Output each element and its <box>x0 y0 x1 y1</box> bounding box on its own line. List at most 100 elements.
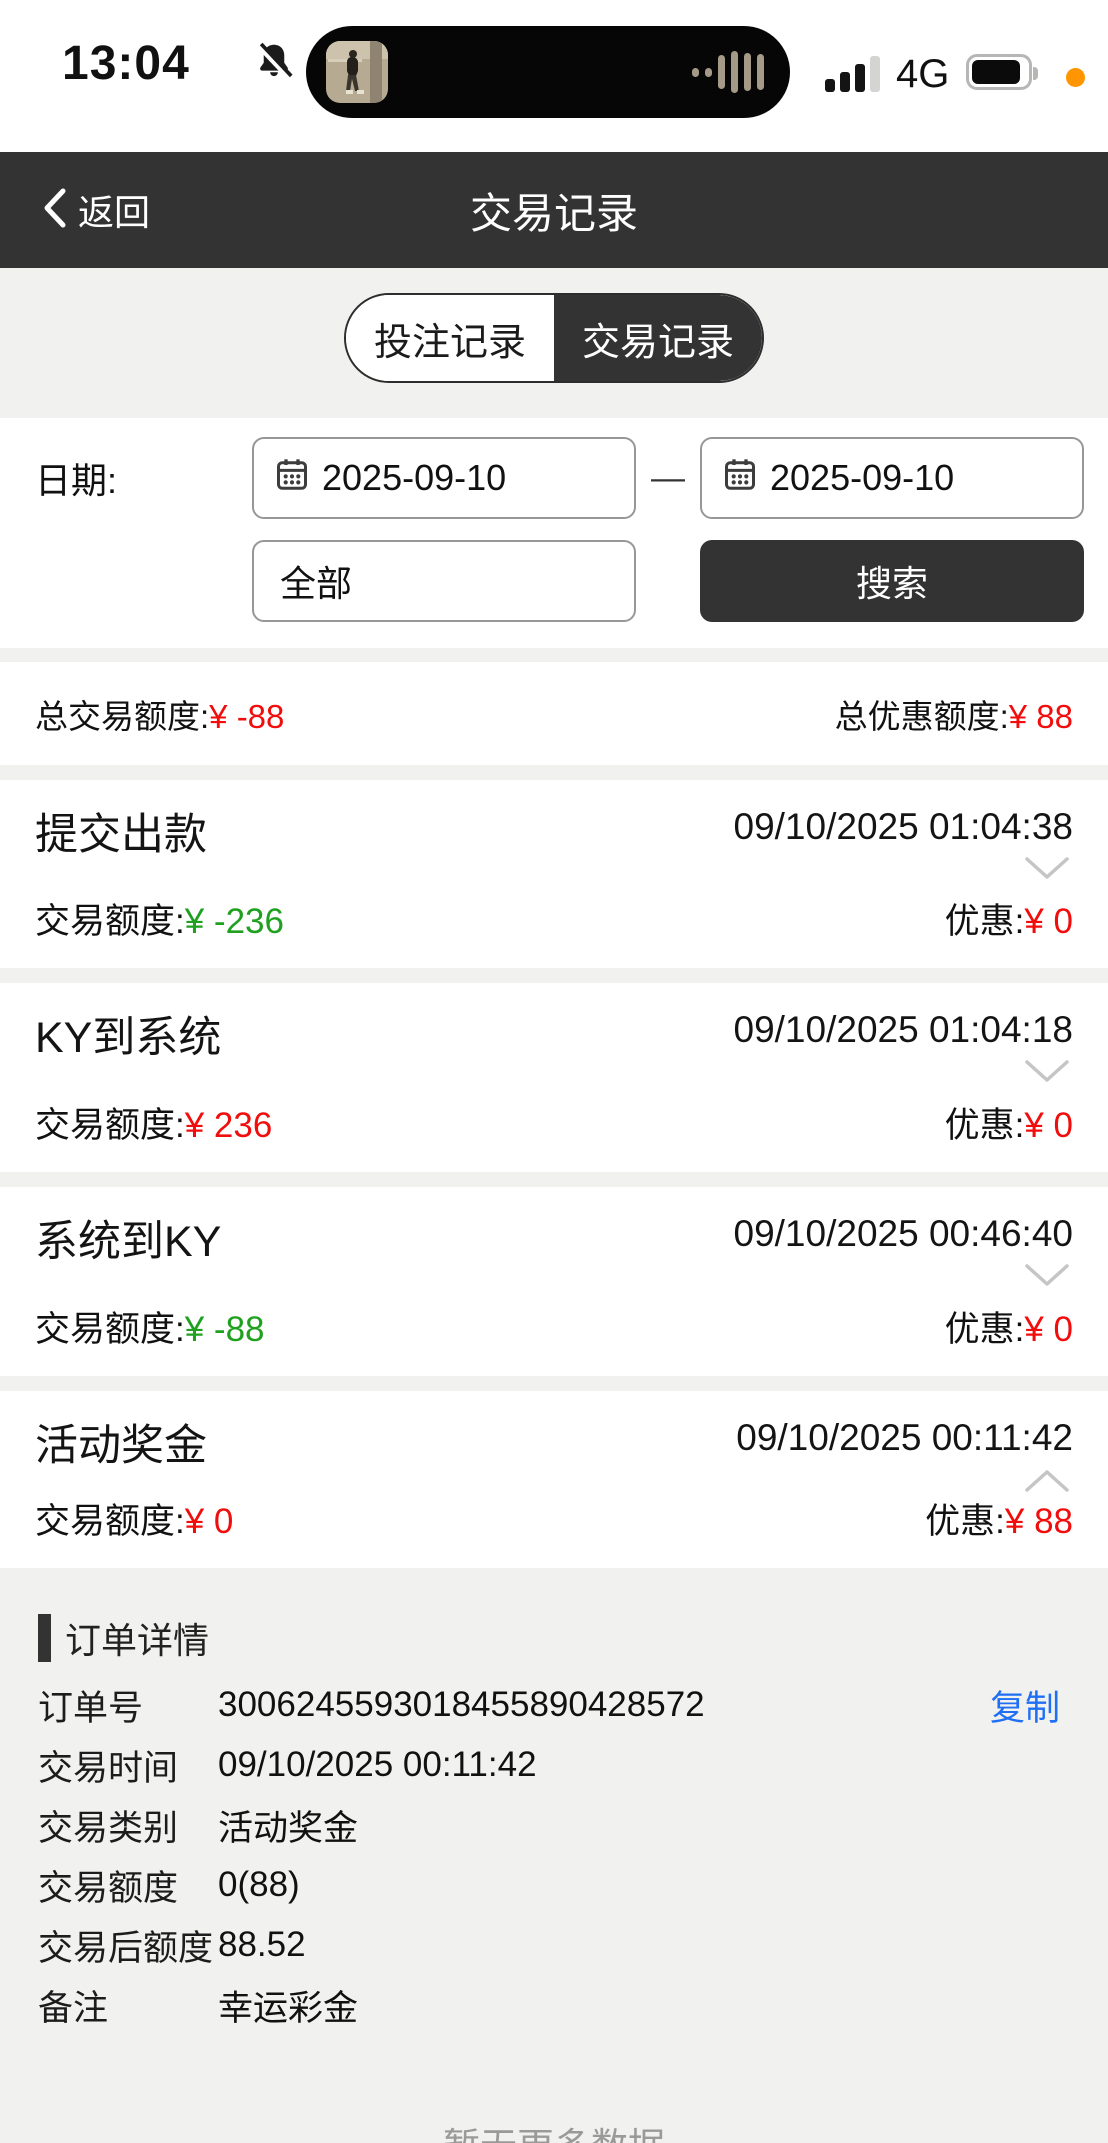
total-discount-summary: 总优惠额度:¥ 88 <box>835 690 1073 738</box>
amount-label: 交易额度: <box>35 1310 185 1349</box>
detail-row-balance-after: 交易后额度 88.52 <box>0 1915 1108 1975</box>
summary-bar: 总交易额度:¥ -88 总优惠额度:¥ 88 <box>0 662 1108 765</box>
amount-label: 交易额度: <box>35 1106 185 1145</box>
transaction-time: 09/10/2025 00:11:42 <box>736 1417 1073 1458</box>
amount-cell: 交易额度:¥ -236 <box>35 893 284 944</box>
discount-label: 优惠: <box>944 902 1025 941</box>
calendar-icon <box>274 456 310 501</box>
detail-row-order-number: 订单号 3006245593018455890428572 复制 <box>0 1675 1108 1735</box>
discount-value: ¥ 88 <box>1004 1502 1073 1541</box>
clock: 13:04 <box>62 37 190 90</box>
detail-label: 交易类别 <box>38 1808 179 1848</box>
amount-value: ¥ 0 <box>184 1502 234 1541</box>
tab-transaction-records[interactable]: 交易记录 <box>554 295 762 381</box>
amount-cell: 交易额度:¥ 236 <box>35 1097 272 1148</box>
network-type-label: 4G <box>896 52 950 96</box>
transaction-card-expanded[interactable]: 活动奖金 09/10/2025 00:11:42 交易额度:¥ 0 优惠:¥ 8… <box>0 1391 1108 1568</box>
detail-row-amount: 交易额度 0(88) <box>0 1855 1108 1915</box>
amount-cell: 交易额度:¥ 0 <box>35 1493 233 1544</box>
chevron-left-icon <box>40 186 68 235</box>
audio-waveform-icon <box>692 26 764 118</box>
transaction-time: 09/10/2025 00:46:40 <box>733 1213 1074 1254</box>
nav-header: 交易记录 返回 <box>0 152 1108 268</box>
section-marker <box>38 1614 51 1662</box>
date-filter-label: 日期: <box>35 460 118 501</box>
notifications-muted-icon <box>252 40 296 89</box>
no-more-data-text: 暂无更多数据 <box>0 2116 1108 2143</box>
status-bar: 13:04 <box>0 0 1108 152</box>
video-preview-thumbnail[interactable] <box>326 41 388 103</box>
detail-row-category: 交易类别 活动奖金 <box>0 1795 1108 1855</box>
detail-label: 交易后额度 <box>38 1928 214 1968</box>
transaction-card[interactable]: 系统到KY 09/10/2025 00:46:40 交易额度:¥ -88 优惠:… <box>0 1187 1108 1376</box>
transaction-type: 提交出款 <box>35 811 207 859</box>
total-discount-label: 总优惠额度: <box>834 697 1009 735</box>
discount-value: ¥ 0 <box>1024 1310 1073 1349</box>
transaction-card[interactable]: 提交出款 09/10/2025 01:04:38 交易额度:¥ -236 优惠:… <box>0 780 1108 968</box>
transaction-time: 09/10/2025 01:04:18 <box>733 1009 1074 1050</box>
detail-label: 交易额度 <box>38 1868 179 1908</box>
amount-value: ¥ -88 <box>184 1310 265 1349</box>
chevron-down-icon[interactable] <box>1024 1059 1070 1090</box>
transaction-time: 09/10/2025 01:04:38 <box>733 806 1074 847</box>
discount-cell: 优惠:¥ 0 <box>945 1301 1073 1352</box>
battery-icon <box>966 54 1038 90</box>
detail-value: 3006245593018455890428572 <box>218 1685 705 1724</box>
discount-label: 优惠: <box>944 1106 1025 1145</box>
detail-value: 幸运彩金 <box>218 1988 359 2028</box>
cellular-signal-icon <box>825 54 883 92</box>
total-trade-summary: 总交易额度:¥ -88 <box>35 690 284 738</box>
tab-band: 投注记录 交易记录 <box>0 268 1108 418</box>
amount-label: 交易额度: <box>35 902 185 941</box>
discount-label: 优惠: <box>944 1310 1025 1349</box>
discount-cell: 优惠:¥ 88 <box>925 1493 1073 1544</box>
detail-label: 订单号 <box>38 1688 144 1728</box>
type-select[interactable]: 全部 <box>252 540 636 622</box>
discount-value: ¥ 0 <box>1024 902 1073 941</box>
date-from-value: 2025-09-10 <box>322 457 507 498</box>
type-select-value: 全部 <box>280 563 353 604</box>
transaction-type: 系统到KY <box>35 1218 222 1266</box>
date-to-input[interactable]: 2025-09-10 <box>700 437 1084 519</box>
amount-cell: 交易额度:¥ -88 <box>35 1301 265 1352</box>
back-button-label: 返回 <box>78 192 151 233</box>
detail-label: 备注 <box>38 1988 109 2028</box>
date-to-value: 2025-09-10 <box>770 457 955 498</box>
microphone-active-indicator <box>1066 68 1085 87</box>
detail-value: 0(88) <box>218 1865 300 1904</box>
amount-value: ¥ -236 <box>184 902 284 941</box>
detail-row-time: 交易时间 09/10/2025 00:11:42 <box>0 1735 1108 1795</box>
transaction-card[interactable]: KY到系统 09/10/2025 01:04:18 交易额度:¥ 236 优惠:… <box>0 983 1108 1172</box>
chevron-up-icon[interactable] <box>1024 1467 1070 1498</box>
amount-label: 交易额度: <box>35 1502 185 1541</box>
order-details-panel: 订单详情 订单号 3006245593018455890428572 复制 交易… <box>0 1568 1108 2143</box>
detail-value: 09/10/2025 00:11:42 <box>218 1745 537 1784</box>
discount-label: 优惠: <box>925 1502 1005 1541</box>
copy-button[interactable]: 复制 <box>989 1688 1060 1728</box>
total-trade-label: 总交易额度: <box>35 697 210 735</box>
order-details-header: 订单详情 <box>38 1612 209 1664</box>
amount-value: ¥ 236 <box>184 1106 273 1145</box>
detail-row-remark: 备注 幸运彩金 <box>0 1975 1108 2035</box>
page-title: 交易记录 <box>469 189 638 237</box>
chevron-down-icon[interactable] <box>1024 1263 1070 1294</box>
search-button[interactable]: 搜索 <box>700 540 1084 622</box>
filter-section: 日期: 2025-09-10 — <box>0 418 1108 648</box>
back-button[interactable]: 返回 <box>40 152 150 268</box>
order-details-title: 订单详情 <box>65 1620 210 1661</box>
date-from-input[interactable]: 2025-09-10 <box>252 437 636 519</box>
dynamic-island[interactable] <box>306 26 790 118</box>
total-trade-value: ¥ -88 <box>209 697 285 735</box>
date-range-separator: — <box>651 458 685 497</box>
tab-bet-records[interactable]: 投注记录 <box>346 295 554 381</box>
transaction-type: KY到系统 <box>35 1014 222 1062</box>
detail-label: 交易时间 <box>38 1748 179 1788</box>
chevron-down-icon[interactable] <box>1024 856 1070 887</box>
detail-value: 88.52 <box>218 1925 306 1964</box>
record-type-toggle: 投注记录 交易记录 <box>344 293 764 383</box>
discount-cell: 优惠:¥ 0 <box>945 893 1073 944</box>
total-discount-value: ¥ 88 <box>1008 697 1073 735</box>
transaction-type: 活动奖金 <box>35 1422 207 1470</box>
calendar-icon <box>722 456 758 501</box>
